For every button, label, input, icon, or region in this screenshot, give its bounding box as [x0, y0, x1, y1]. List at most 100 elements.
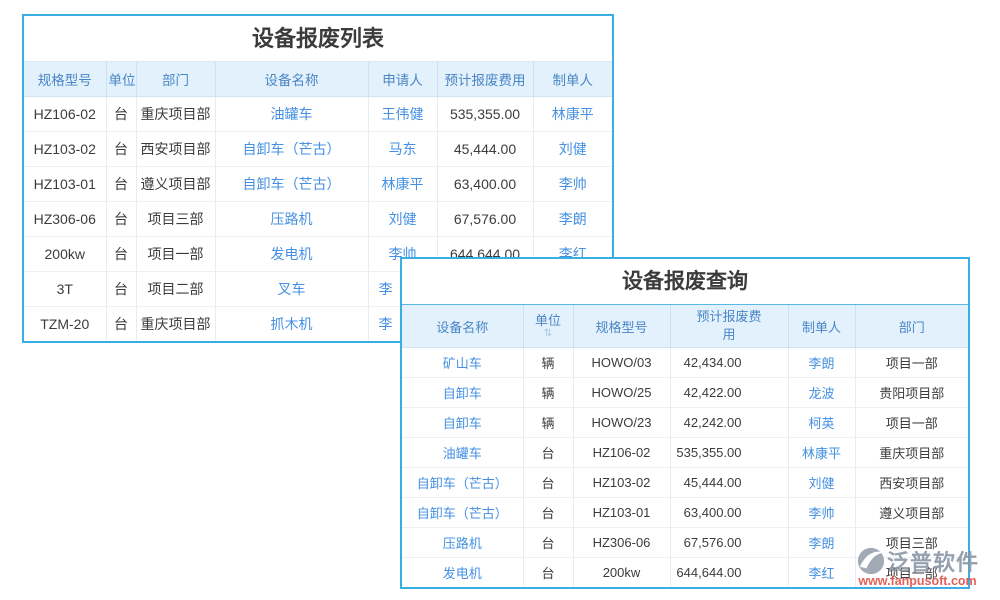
col-header-dept-label: 部门 [898, 319, 925, 335]
cell-dept: 重庆项目部 [136, 96, 216, 132]
col-header-cost[interactable]: 预计报废费用 [670, 305, 789, 348]
cell-cost: 67,576.00 [670, 527, 789, 558]
cell-maker-link[interactable]: 李帅 [533, 166, 612, 202]
cell-maker-link[interactable]: 李红 [788, 557, 856, 587]
cell-maker-link[interactable]: 李朗 [533, 201, 612, 237]
cell-unit: 台 [523, 467, 574, 498]
table-row: 发电机 台 200kw 644,644.00 李红 项目一部 [402, 557, 968, 587]
cell-model: TZM-20 [24, 306, 107, 341]
cell-device-link[interactable]: 自卸车（芒古） [215, 131, 369, 167]
cell-applicant-link[interactable]: 林康平 [368, 166, 438, 202]
watermark-brand: 泛普软件 [887, 550, 980, 575]
col-header-device-label: 设备名称 [436, 319, 489, 335]
cell-model: HZ103-01 [573, 497, 671, 528]
cell-device-link[interactable]: 压路机 [402, 527, 524, 558]
scrap-query-table: 设备名称 单位 ⇅ 规格型号 预计报废费用 [402, 305, 968, 587]
cell-cost: 42,242.00 [670, 407, 789, 438]
cell-model: HZ306-06 [24, 201, 107, 237]
cell-device-link[interactable]: 发电机 [215, 236, 369, 272]
cell-model: HOWO/23 [573, 407, 671, 438]
cell-applicant-link[interactable]: 马东 [368, 131, 438, 167]
cell-device-link[interactable]: 自卸车（芒古） [402, 467, 524, 498]
cell-device-link[interactable]: 矿山车 [402, 347, 524, 378]
cell-dept: 西安项目部 [855, 467, 968, 498]
col-header-device[interactable]: 设备名称 [402, 305, 524, 348]
cell-unit: 台 [523, 497, 574, 528]
cell-maker-link[interactable]: 刘健 [533, 131, 612, 167]
cell-maker-link[interactable]: 刘健 [788, 467, 856, 498]
cell-unit: 辆 [523, 377, 574, 408]
cell-unit: 台 [106, 131, 137, 167]
col-header-applicant: 申请人 [368, 62, 438, 97]
cell-device-link[interactable]: 自卸车（芒古） [215, 166, 369, 202]
cell-maker-link[interactable]: 李朗 [788, 347, 856, 378]
cell-unit: 台 [106, 306, 137, 341]
col-header-unit[interactable]: 单位 ⇅ [523, 305, 574, 348]
cell-dept: 重庆项目部 [855, 437, 968, 468]
table-row: 油罐车 台 HZ106-02 535,355.00 林康平 重庆项目部 [402, 437, 968, 468]
table-row: 自卸车（芒古） 台 HZ103-02 45,444.00 刘健 西安项目部 [402, 467, 968, 498]
cell-device-link[interactable]: 抓木机 [215, 306, 369, 341]
col-header-model-label: 规格型号 [595, 319, 648, 335]
cell-device-link[interactable]: 压路机 [215, 201, 369, 237]
table-row: HZ103-01 台 遵义项目部 自卸车（芒古） 林康平 63,400.00 李… [24, 166, 612, 202]
cell-dept: 项目二部 [136, 271, 216, 307]
scrap-query-title: 设备报废查询 [402, 259, 968, 305]
cell-unit: 辆 [523, 347, 574, 378]
table-row: HZ103-02 台 西安项目部 自卸车（芒古） 马东 45,444.00 刘健 [24, 131, 612, 167]
cell-maker-link[interactable]: 李朗 [788, 527, 856, 558]
cell-maker-link[interactable]: 柯英 [788, 407, 856, 438]
cell-device-link[interactable]: 油罐车 [215, 96, 369, 132]
col-header-dept[interactable]: 部门 [855, 305, 968, 348]
col-header-maker: 制单人 [533, 62, 612, 97]
cell-model: HZ106-02 [24, 96, 107, 132]
col-header-cost: 预计报废费用 [437, 62, 534, 97]
cell-maker-link[interactable]: 林康平 [533, 96, 612, 132]
cell-device-link[interactable]: 油罐车 [402, 437, 524, 468]
col-header-maker-label: 制单人 [801, 319, 841, 335]
cell-model: HOWO/03 [573, 347, 671, 378]
cell-cost: 535,355.00 [437, 96, 534, 132]
cell-dept: 遵义项目部 [855, 497, 968, 528]
cell-device-link[interactable]: 自卸车 [402, 407, 524, 438]
cell-dept: 西安项目部 [136, 131, 216, 167]
cell-cost: 42,422.00 [670, 377, 789, 408]
cell-unit: 台 [523, 527, 574, 558]
cell-model: HZ106-02 [573, 437, 671, 468]
col-header-unit-label: 单位 [534, 312, 561, 328]
cell-device-link[interactable]: 自卸车 [402, 377, 524, 408]
watermark-url: www.fanpusoft.com [858, 574, 977, 588]
table-row: 自卸车（芒古） 台 HZ103-01 63,400.00 李帅 遵义项目部 [402, 497, 968, 528]
cell-maker-link[interactable]: 李帅 [788, 497, 856, 528]
col-header-device: 设备名称 [215, 62, 369, 97]
cell-maker-link[interactable]: 林康平 [788, 437, 856, 468]
cell-unit: 台 [523, 437, 574, 468]
table-row: HZ106-02 台 重庆项目部 油罐车 王伟健 535,355.00 林康平 [24, 96, 612, 132]
cell-applicant-link[interactable]: 刘健 [368, 201, 438, 237]
cell-model: 3T [24, 271, 107, 307]
cell-applicant-link[interactable]: 王伟健 [368, 96, 438, 132]
col-header-cost-label: 预计报废费用 [696, 309, 762, 342]
fanpu-logo-icon [856, 546, 886, 576]
table-row: 矿山车 辆 HOWO/03 42,434.00 李朗 项目一部 [402, 347, 968, 378]
cell-unit: 台 [106, 201, 137, 237]
table-row: 自卸车 辆 HOWO/25 42,422.00 龙波 贵阳项目部 [402, 377, 968, 408]
cell-device-link[interactable]: 自卸车（芒古） [402, 497, 524, 528]
cell-cost: 45,444.00 [437, 131, 534, 167]
sort-icon[interactable]: ⇅ [543, 327, 553, 339]
col-header-maker[interactable]: 制单人 [788, 305, 856, 348]
cell-device-link[interactable]: 发电机 [402, 557, 524, 587]
cell-unit: 台 [523, 557, 574, 587]
watermark: 泛普软件 www.fanpusoft.com [856, 545, 979, 588]
header-row: 规格型号 单位 部门 设备名称 申请人 预计报废费用 制单人 [24, 62, 612, 97]
table-row: 自卸车 辆 HOWO/23 42,242.00 柯英 项目一部 [402, 407, 968, 438]
cell-unit: 台 [106, 166, 137, 202]
cell-device-link[interactable]: 叉车 [215, 271, 369, 307]
cell-maker-link[interactable]: 龙波 [788, 377, 856, 408]
cell-model: HZ306-06 [573, 527, 671, 558]
col-header-model[interactable]: 规格型号 [573, 305, 671, 348]
cell-cost: 535,355.00 [670, 437, 789, 468]
cell-dept: 重庆项目部 [136, 306, 216, 341]
cell-cost: 67,576.00 [437, 201, 534, 237]
cell-dept: 项目一部 [855, 407, 968, 438]
